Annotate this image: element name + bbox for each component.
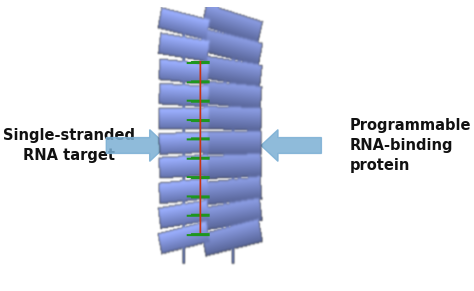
FancyArrow shape xyxy=(106,130,167,161)
Text: Single-stranded
RNA target: Single-stranded RNA target xyxy=(2,128,135,163)
FancyArrow shape xyxy=(261,130,321,161)
Text: Programmable
RNA-binding
protein: Programmable RNA-binding protein xyxy=(350,118,471,173)
